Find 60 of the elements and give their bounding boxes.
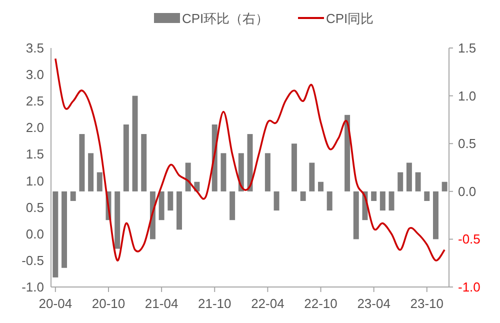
bar <box>309 162 315 192</box>
bar <box>79 134 85 192</box>
y2-tick-label: 1.0 <box>458 88 476 104</box>
y-tick-label: -1.0 <box>22 280 44 294</box>
bar <box>132 96 138 192</box>
bar <box>388 191 394 211</box>
bar <box>300 191 306 201</box>
y-tick-label: 3.0 <box>26 67 44 82</box>
bar <box>176 191 182 230</box>
y-tick-label: 1.5 <box>26 146 44 162</box>
x-tick-label: 20-04 <box>38 296 72 311</box>
y-tick-label: -0.5 <box>22 252 44 268</box>
bar <box>158 191 164 220</box>
x-tick-label: 21-04 <box>144 296 178 311</box>
bar <box>291 144 297 192</box>
bar <box>398 172 404 192</box>
y-tick-label: 3.5 <box>26 40 44 56</box>
bar <box>114 191 120 249</box>
bar <box>230 191 236 220</box>
y-tick-label: 1.0 <box>26 173 44 188</box>
bar <box>52 191 58 278</box>
bar <box>371 191 377 201</box>
bar <box>168 191 174 211</box>
bar <box>406 162 412 192</box>
bar <box>415 172 421 192</box>
bar <box>424 191 430 201</box>
legend-label: CPI同比 <box>326 11 374 26</box>
x-tick-label: 20-10 <box>92 296 126 311</box>
bar <box>432 191 438 240</box>
bar <box>62 191 68 268</box>
bar <box>220 153 226 192</box>
x-tick-label: 23-10 <box>410 296 444 311</box>
bar <box>353 191 359 240</box>
y-tick-label: 2.0 <box>26 120 44 136</box>
bar <box>141 134 147 192</box>
bar <box>326 191 332 211</box>
x-tick-label: 22-10 <box>304 296 338 311</box>
x-tick-label: 21-10 <box>198 296 232 311</box>
bar <box>274 191 280 211</box>
y-tick-label: 0.0 <box>26 226 44 242</box>
y2-tick-label: 1.5 <box>458 40 476 56</box>
y2-tick-label: 0.5 <box>458 136 476 152</box>
x-tick-label: 23-04 <box>357 296 390 311</box>
y2-tick-label: 0.0 <box>458 184 476 199</box>
bar <box>264 153 270 192</box>
y2-tick-label: -1.0 <box>458 280 480 294</box>
bar <box>88 153 94 192</box>
bar <box>344 114 350 192</box>
bar <box>442 182 448 192</box>
y2-tick-label: -0.5 <box>458 232 480 247</box>
bar <box>70 191 76 201</box>
bar <box>96 172 102 192</box>
y-tick-label: 0.5 <box>26 200 44 215</box>
bar <box>318 182 324 192</box>
bar <box>123 124 129 192</box>
y-tick-label: 2.5 <box>26 94 44 109</box>
legend-label: CPI环比（右） <box>182 11 269 26</box>
x-tick-label: 22-04 <box>251 296 284 311</box>
bar <box>185 162 191 192</box>
bar <box>380 191 386 211</box>
